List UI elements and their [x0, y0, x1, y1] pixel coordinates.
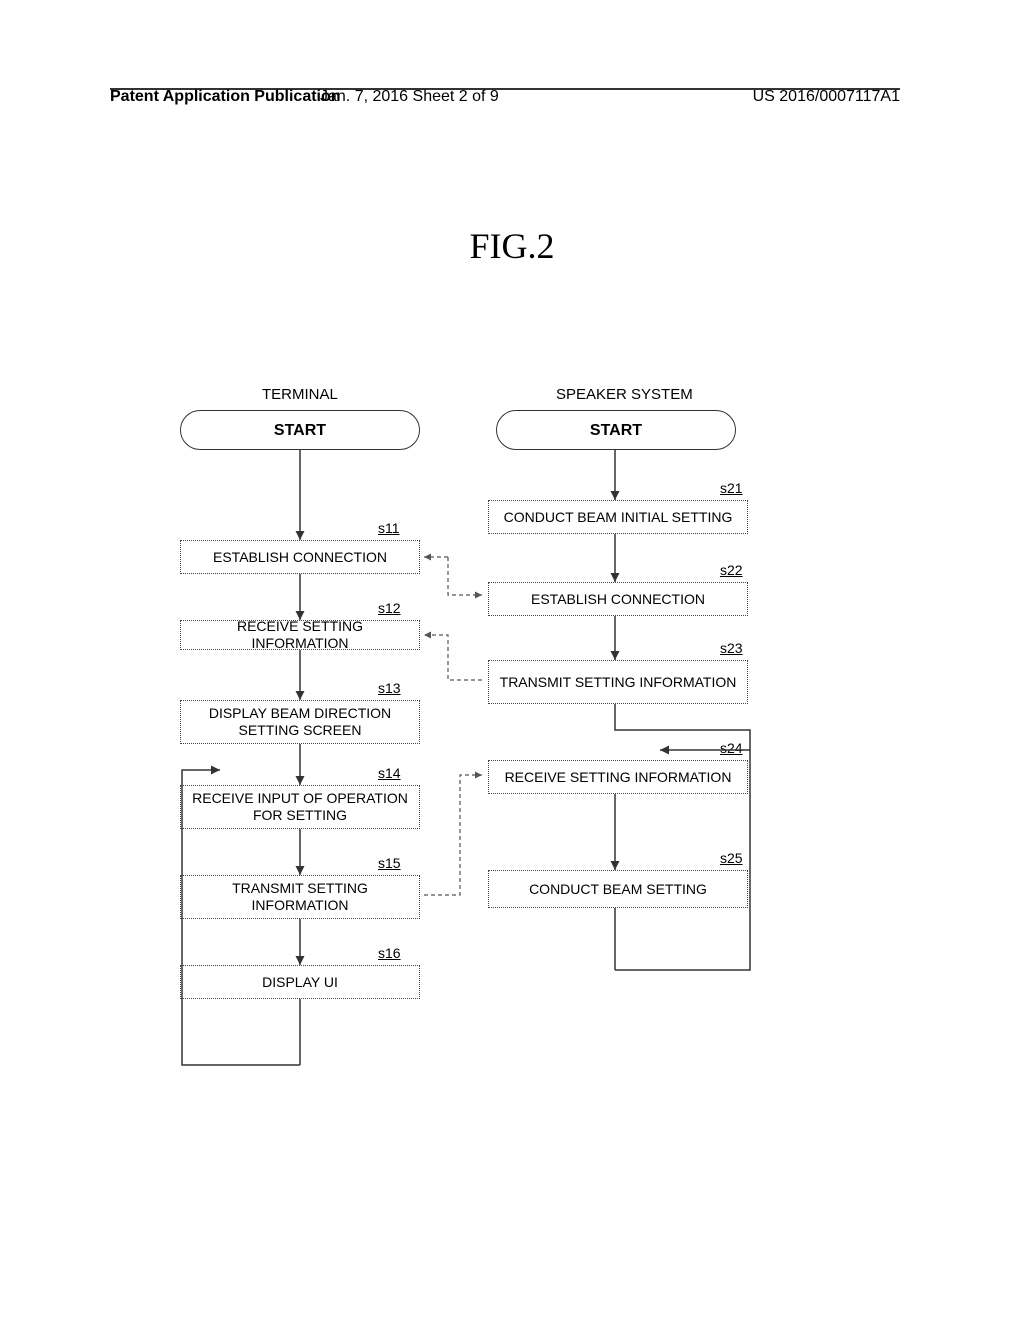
- header-patent-number: US 2016/0007117A1: [753, 88, 900, 106]
- box-s13: DISPLAY BEAM DIRECTION SETTING SCREEN: [180, 700, 420, 744]
- box-s14: RECEIVE INPUT OF OPERATION FOR SETTING: [180, 785, 420, 829]
- header-sheet-info: Jan. 7, 2016 Sheet 2 of 9: [320, 88, 540, 106]
- terminal-column-title: TERMINAL: [262, 386, 338, 403]
- box-s11: ESTABLISH CONNECTION: [180, 540, 420, 574]
- box-s12: RECEIVE SETTING INFORMATION: [180, 620, 420, 650]
- box-s22: ESTABLISH CONNECTION: [488, 582, 748, 616]
- label-s24: s24: [720, 740, 743, 756]
- label-s13: s13: [378, 680, 401, 696]
- speaker-column-title: SPEAKER SYSTEM: [556, 386, 693, 403]
- box-s21: CONDUCT BEAM INITIAL SETTING: [488, 500, 748, 534]
- label-s12: s12: [378, 600, 401, 616]
- box-s16: DISPLAY UI: [180, 965, 420, 999]
- page-root: Patent Application Publication Jan. 7, 2…: [0, 0, 1024, 1320]
- figure-title: FIG.2: [0, 225, 1024, 267]
- label-s22: s22: [720, 562, 743, 578]
- speaker-start: START: [496, 410, 736, 450]
- label-s11: s11: [378, 520, 400, 536]
- label-s14: s14: [378, 765, 401, 781]
- label-s23: s23: [720, 640, 743, 656]
- box-s23: TRANSMIT SETTING INFORMATION: [488, 660, 748, 704]
- label-s21: s21: [720, 480, 743, 496]
- label-s15: s15: [378, 855, 401, 871]
- label-s16: s16: [378, 945, 401, 961]
- box-s15: TRANSMIT SETTING INFORMATION: [180, 875, 420, 919]
- label-s25: s25: [720, 850, 743, 866]
- header-publisher: Patent Application Publication: [110, 88, 341, 106]
- box-s25: CONDUCT BEAM SETTING: [488, 870, 748, 908]
- box-s24: RECEIVE SETTING INFORMATION: [488, 760, 748, 794]
- terminal-start: START: [180, 410, 420, 450]
